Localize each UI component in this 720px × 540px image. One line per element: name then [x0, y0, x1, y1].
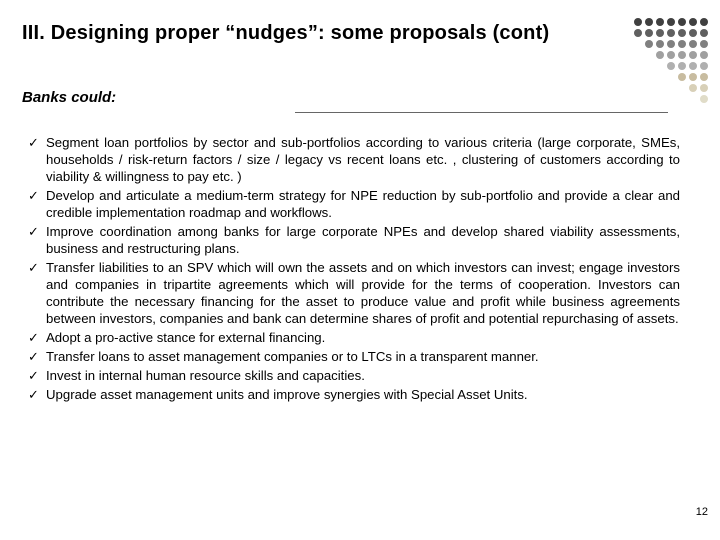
check-icon: ✓: [28, 348, 46, 365]
dot-icon: [700, 62, 708, 70]
dot-icon: [700, 51, 708, 59]
check-icon: ✓: [28, 329, 46, 346]
list-item-text: Develop and articulate a medium-term str…: [46, 187, 680, 221]
dot-icon: [689, 62, 697, 70]
dot-row: [634, 40, 708, 48]
dot-row: [634, 62, 708, 70]
dot-icon: [689, 84, 697, 92]
list-item: ✓Upgrade asset management units and impr…: [28, 386, 680, 403]
dot-icon: [678, 29, 686, 37]
dot-icon: [678, 40, 686, 48]
dot-row: [634, 29, 708, 37]
dot-icon: [689, 51, 697, 59]
title-row: III. Designing proper “nudges”: some pro…: [22, 22, 680, 45]
dot-row: [634, 51, 708, 59]
dot-icon: [645, 29, 653, 37]
corner-dot-decoration: [634, 18, 708, 106]
check-icon: ✓: [28, 259, 46, 276]
list-item: ✓Invest in internal human resource skill…: [28, 367, 680, 384]
list-item-text: Invest in internal human resource skills…: [46, 367, 680, 384]
dot-icon: [689, 40, 697, 48]
check-icon: ✓: [28, 134, 46, 151]
dot-row: [634, 73, 708, 81]
check-icon: ✓: [28, 367, 46, 384]
dot-icon: [689, 18, 697, 26]
list-item-text: Upgrade asset management units and impro…: [46, 386, 680, 403]
dot-icon: [689, 73, 697, 81]
list-item: ✓Transfer liabilities to an SPV which wi…: [28, 259, 680, 327]
dot-icon: [667, 29, 675, 37]
dot-icon: [656, 18, 664, 26]
dot-icon: [700, 95, 708, 103]
dot-icon: [656, 51, 664, 59]
bullet-list: ✓Segment loan portfolios by sector and s…: [22, 134, 680, 403]
dot-icon: [678, 73, 686, 81]
dot-icon: [667, 18, 675, 26]
list-item-text: Improve coordination among banks for lar…: [46, 223, 680, 257]
list-item: ✓Develop and articulate a medium-term st…: [28, 187, 680, 221]
check-icon: ✓: [28, 187, 46, 204]
check-icon: ✓: [28, 386, 46, 403]
dot-row: [634, 95, 708, 103]
list-item: ✓Adopt a pro-active stance for external …: [28, 329, 680, 346]
horizontal-rule: [295, 112, 668, 113]
dot-icon: [667, 40, 675, 48]
dot-icon: [645, 18, 653, 26]
dot-icon: [634, 29, 642, 37]
dot-icon: [700, 84, 708, 92]
dot-icon: [700, 40, 708, 48]
dot-icon: [689, 29, 697, 37]
list-item: ✓Transfer loans to asset management comp…: [28, 348, 680, 365]
list-item-text: Adopt a pro-active stance for external f…: [46, 329, 680, 346]
page-number: 12: [696, 506, 708, 518]
dot-icon: [656, 40, 664, 48]
check-icon: ✓: [28, 223, 46, 240]
list-item-text: Transfer loans to asset management compa…: [46, 348, 680, 365]
subheading: Banks could:: [22, 89, 680, 106]
slide-title: III. Designing proper “nudges”: some pro…: [22, 22, 680, 45]
dot-icon: [700, 18, 708, 26]
dot-icon: [645, 40, 653, 48]
list-item: ✓Segment loan portfolios by sector and s…: [28, 134, 680, 185]
dot-icon: [678, 62, 686, 70]
list-item-text: Transfer liabilities to an SPV which wil…: [46, 259, 680, 327]
list-item-text: Segment loan portfolios by sector and su…: [46, 134, 680, 185]
dot-row: [634, 18, 708, 26]
slide: III. Designing proper “nudges”: some pro…: [0, 0, 720, 540]
dot-icon: [678, 51, 686, 59]
dot-icon: [678, 18, 686, 26]
dot-icon: [667, 62, 675, 70]
dot-icon: [667, 51, 675, 59]
list-item: ✓Improve coordination among banks for la…: [28, 223, 680, 257]
dot-row: [634, 84, 708, 92]
dot-icon: [634, 18, 642, 26]
dot-icon: [700, 29, 708, 37]
dot-icon: [700, 73, 708, 81]
dot-icon: [656, 29, 664, 37]
